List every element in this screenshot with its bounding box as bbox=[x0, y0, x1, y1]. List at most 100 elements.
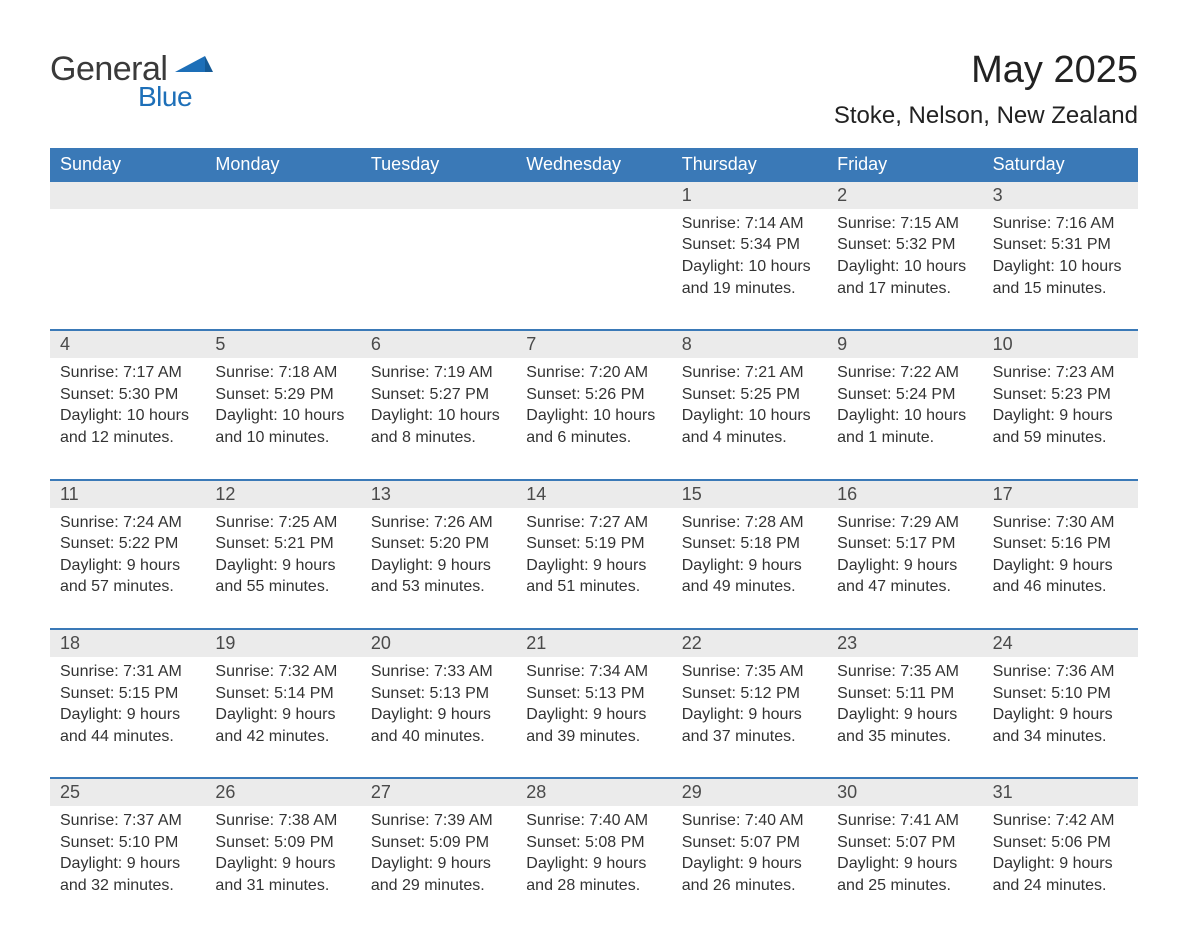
sunrise-text: Sunrise: 7:15 AM bbox=[837, 213, 972, 235]
daylight-text-line2: and 44 minutes. bbox=[60, 726, 195, 748]
sunset-text: Sunset: 5:31 PM bbox=[993, 234, 1128, 256]
daylight-text-line1: Daylight: 10 hours bbox=[837, 405, 972, 427]
sunset-text: Sunset: 5:27 PM bbox=[371, 384, 506, 406]
daylight-text-line2: and 12 minutes. bbox=[60, 427, 195, 449]
sunrise-text: Sunrise: 7:29 AM bbox=[837, 512, 972, 534]
sunset-text: Sunset: 5:08 PM bbox=[526, 832, 661, 854]
daylight-text-line2: and 39 minutes. bbox=[526, 726, 661, 748]
sunset-text: Sunset: 5:09 PM bbox=[215, 832, 350, 854]
daylight-text-line2: and 6 minutes. bbox=[526, 427, 661, 449]
day-number: 3 bbox=[983, 182, 1138, 209]
day-cell: Sunrise: 7:17 AMSunset: 5:30 PMDaylight:… bbox=[50, 358, 205, 448]
day-number: 1 bbox=[672, 182, 827, 209]
daylight-text-line2: and 29 minutes. bbox=[371, 875, 506, 897]
sunset-text: Sunset: 5:24 PM bbox=[837, 384, 972, 406]
sunset-text: Sunset: 5:14 PM bbox=[215, 683, 350, 705]
sunset-text: Sunset: 5:15 PM bbox=[60, 683, 195, 705]
day-number: 2 bbox=[827, 182, 982, 209]
sunset-text: Sunset: 5:11 PM bbox=[837, 683, 972, 705]
daylight-text-line2: and 49 minutes. bbox=[682, 576, 817, 598]
daylight-text-line2: and 17 minutes. bbox=[837, 278, 972, 300]
day-cell: Sunrise: 7:37 AMSunset: 5:10 PMDaylight:… bbox=[50, 806, 205, 896]
sunrise-text: Sunrise: 7:28 AM bbox=[682, 512, 817, 534]
daylight-text-line2: and 53 minutes. bbox=[371, 576, 506, 598]
week-row: 123Sunrise: 7:14 AMSunset: 5:34 PMDaylig… bbox=[50, 182, 1138, 317]
daylight-text-line1: Daylight: 10 hours bbox=[526, 405, 661, 427]
day-number: 27 bbox=[361, 779, 516, 806]
day-number: 19 bbox=[205, 630, 360, 657]
day-cell: Sunrise: 7:21 AMSunset: 5:25 PMDaylight:… bbox=[672, 358, 827, 448]
sunrise-text: Sunrise: 7:17 AM bbox=[60, 362, 195, 384]
daycontent-row: Sunrise: 7:37 AMSunset: 5:10 PMDaylight:… bbox=[50, 806, 1138, 914]
day-number bbox=[50, 182, 205, 209]
sunrise-text: Sunrise: 7:14 AM bbox=[682, 213, 817, 235]
daylight-text-line2: and 55 minutes. bbox=[215, 576, 350, 598]
sunset-text: Sunset: 5:13 PM bbox=[526, 683, 661, 705]
sunset-text: Sunset: 5:32 PM bbox=[837, 234, 972, 256]
sunrise-text: Sunrise: 7:26 AM bbox=[371, 512, 506, 534]
day-cell: Sunrise: 7:29 AMSunset: 5:17 PMDaylight:… bbox=[827, 508, 982, 598]
day-number bbox=[361, 182, 516, 209]
logo: General Blue bbox=[50, 50, 213, 113]
day-cell: Sunrise: 7:35 AMSunset: 5:11 PMDaylight:… bbox=[827, 657, 982, 747]
daylight-text-line2: and 47 minutes. bbox=[837, 576, 972, 598]
day-number bbox=[516, 182, 671, 209]
day-number: 13 bbox=[361, 481, 516, 508]
week-row: 25262728293031Sunrise: 7:37 AMSunset: 5:… bbox=[50, 777, 1138, 914]
sunset-text: Sunset: 5:17 PM bbox=[837, 533, 972, 555]
day-number: 4 bbox=[50, 331, 205, 358]
daylight-text-line1: Daylight: 9 hours bbox=[526, 555, 661, 577]
day-cell: Sunrise: 7:32 AMSunset: 5:14 PMDaylight:… bbox=[205, 657, 360, 747]
daylight-text-line1: Daylight: 9 hours bbox=[371, 853, 506, 875]
sunset-text: Sunset: 5:21 PM bbox=[215, 533, 350, 555]
day-cell: Sunrise: 7:27 AMSunset: 5:19 PMDaylight:… bbox=[516, 508, 671, 598]
day-number: 22 bbox=[672, 630, 827, 657]
sunrise-text: Sunrise: 7:34 AM bbox=[526, 661, 661, 683]
daylight-text-line2: and 40 minutes. bbox=[371, 726, 506, 748]
day-cell bbox=[361, 209, 516, 299]
day-number: 7 bbox=[516, 331, 671, 358]
daylight-text-line2: and 24 minutes. bbox=[993, 875, 1128, 897]
sunset-text: Sunset: 5:07 PM bbox=[837, 832, 972, 854]
logo-block: General Blue bbox=[50, 50, 213, 113]
weekday-label: Monday bbox=[205, 148, 360, 182]
sunrise-text: Sunrise: 7:37 AM bbox=[60, 810, 195, 832]
header: General Blue May 2025 Stoke, Nelson, New… bbox=[50, 50, 1138, 130]
sunrise-text: Sunrise: 7:40 AM bbox=[526, 810, 661, 832]
day-number: 9 bbox=[827, 331, 982, 358]
daylight-text-line2: and 57 minutes. bbox=[60, 576, 195, 598]
sunset-text: Sunset: 5:22 PM bbox=[60, 533, 195, 555]
daycontent-row: Sunrise: 7:17 AMSunset: 5:30 PMDaylight:… bbox=[50, 358, 1138, 466]
daylight-text-line1: Daylight: 9 hours bbox=[215, 853, 350, 875]
day-cell: Sunrise: 7:39 AMSunset: 5:09 PMDaylight:… bbox=[361, 806, 516, 896]
sunrise-text: Sunrise: 7:25 AM bbox=[215, 512, 350, 534]
sunrise-text: Sunrise: 7:39 AM bbox=[371, 810, 506, 832]
daylight-text-line1: Daylight: 10 hours bbox=[682, 256, 817, 278]
sunrise-text: Sunrise: 7:22 AM bbox=[837, 362, 972, 384]
page-title: May 2025 bbox=[834, 50, 1138, 92]
day-number: 26 bbox=[205, 779, 360, 806]
daylight-text-line2: and 32 minutes. bbox=[60, 875, 195, 897]
sunset-text: Sunset: 5:19 PM bbox=[526, 533, 661, 555]
sunset-text: Sunset: 5:29 PM bbox=[215, 384, 350, 406]
day-cell: Sunrise: 7:22 AMSunset: 5:24 PMDaylight:… bbox=[827, 358, 982, 448]
day-number: 6 bbox=[361, 331, 516, 358]
day-cell: Sunrise: 7:19 AMSunset: 5:27 PMDaylight:… bbox=[361, 358, 516, 448]
day-number: 18 bbox=[50, 630, 205, 657]
day-number: 12 bbox=[205, 481, 360, 508]
sunrise-text: Sunrise: 7:35 AM bbox=[837, 661, 972, 683]
page: General Blue May 2025 Stoke, Nelson, New… bbox=[0, 0, 1188, 945]
sunset-text: Sunset: 5:25 PM bbox=[682, 384, 817, 406]
daylight-text-line2: and 37 minutes. bbox=[682, 726, 817, 748]
week-row: 11121314151617Sunrise: 7:24 AMSunset: 5:… bbox=[50, 479, 1138, 616]
day-cell: Sunrise: 7:26 AMSunset: 5:20 PMDaylight:… bbox=[361, 508, 516, 598]
day-number: 17 bbox=[983, 481, 1138, 508]
daylight-text-line2: and 25 minutes. bbox=[837, 875, 972, 897]
day-number: 24 bbox=[983, 630, 1138, 657]
weekday-label: Tuesday bbox=[361, 148, 516, 182]
sunset-text: Sunset: 5:12 PM bbox=[682, 683, 817, 705]
daylight-text-line1: Daylight: 9 hours bbox=[371, 704, 506, 726]
daylight-text-line1: Daylight: 9 hours bbox=[60, 853, 195, 875]
logo-arrow-icon bbox=[175, 50, 213, 79]
daylight-text-line1: Daylight: 9 hours bbox=[993, 853, 1128, 875]
